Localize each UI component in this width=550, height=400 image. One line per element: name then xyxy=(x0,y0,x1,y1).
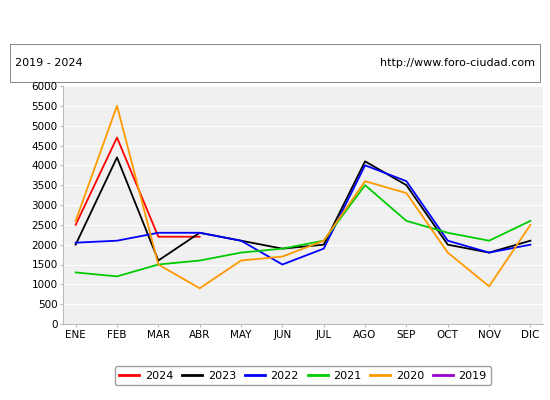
Legend: 2024, 2023, 2022, 2021, 2020, 2019: 2024, 2023, 2022, 2021, 2020, 2019 xyxy=(115,366,491,385)
Text: 2019 - 2024: 2019 - 2024 xyxy=(15,58,83,68)
Text: Evolucion Nº Turistas Nacionales en el municipio de Xinzo de Limia: Evolucion Nº Turistas Nacionales en el m… xyxy=(13,14,537,28)
Text: http://www.foro-ciudad.com: http://www.foro-ciudad.com xyxy=(380,58,535,68)
